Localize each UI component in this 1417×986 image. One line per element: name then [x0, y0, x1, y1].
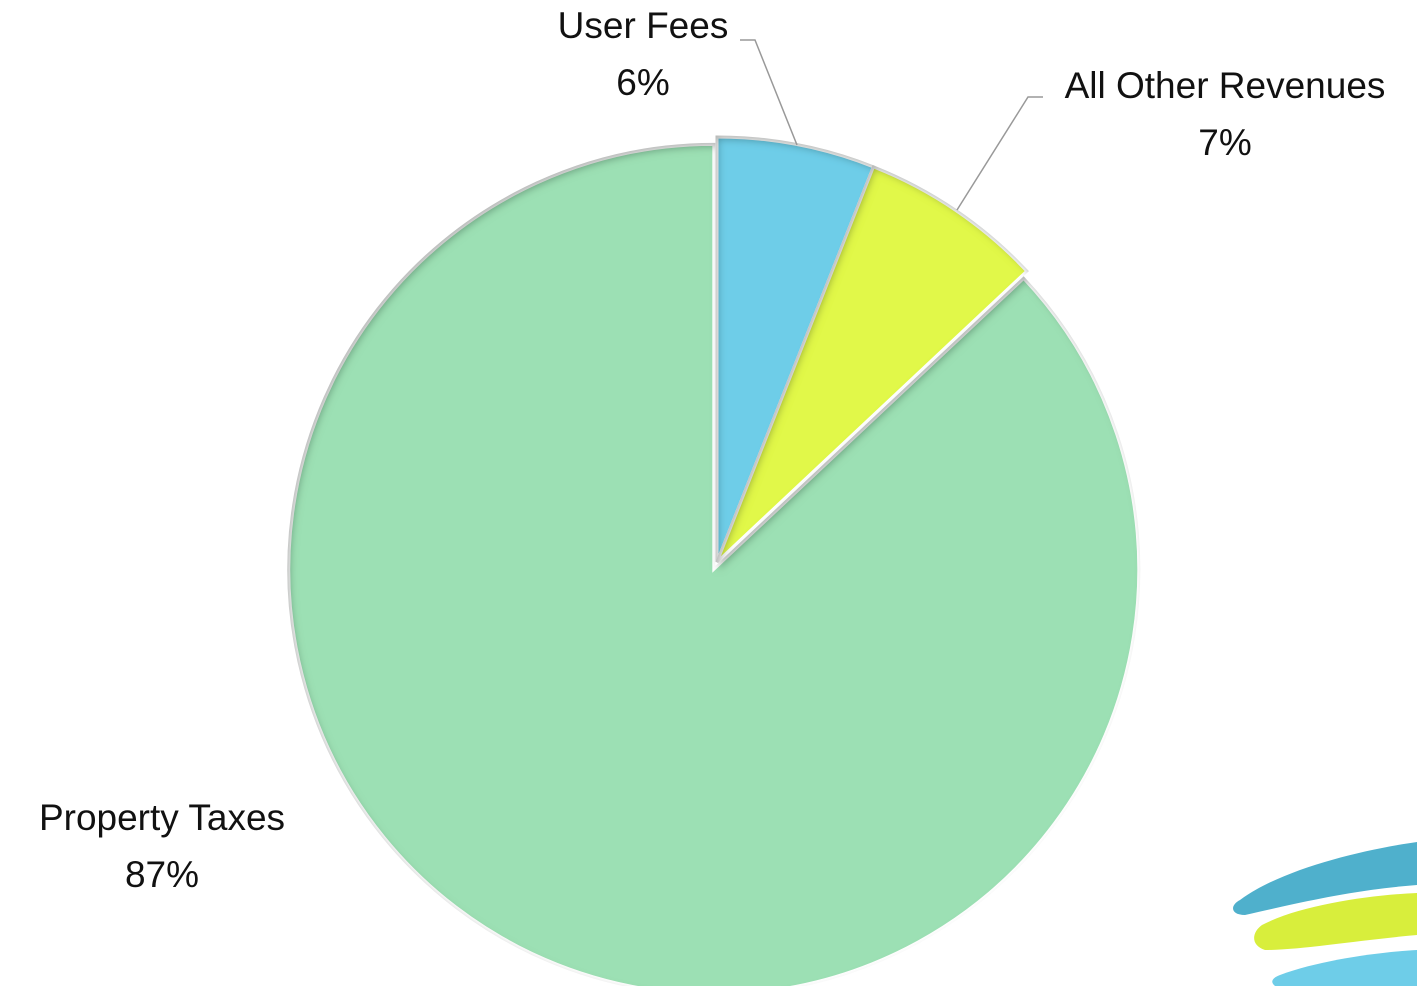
pie: [287, 135, 1141, 986]
leader-line: [956, 96, 1043, 211]
slice-value-label: 7%: [1198, 122, 1251, 163]
decoration: [1233, 842, 1417, 986]
pie-slice: [715, 164, 1029, 564]
slice-label: User Fees: [558, 5, 729, 46]
slice-label: All Other Revenues: [1065, 65, 1386, 106]
pie-slice: [287, 142, 1141, 986]
slice-value-label: 6%: [616, 62, 669, 103]
slice-label: Property Taxes: [39, 797, 285, 838]
leader-line: [740, 39, 798, 146]
slice-value-label: 87%: [125, 854, 199, 895]
